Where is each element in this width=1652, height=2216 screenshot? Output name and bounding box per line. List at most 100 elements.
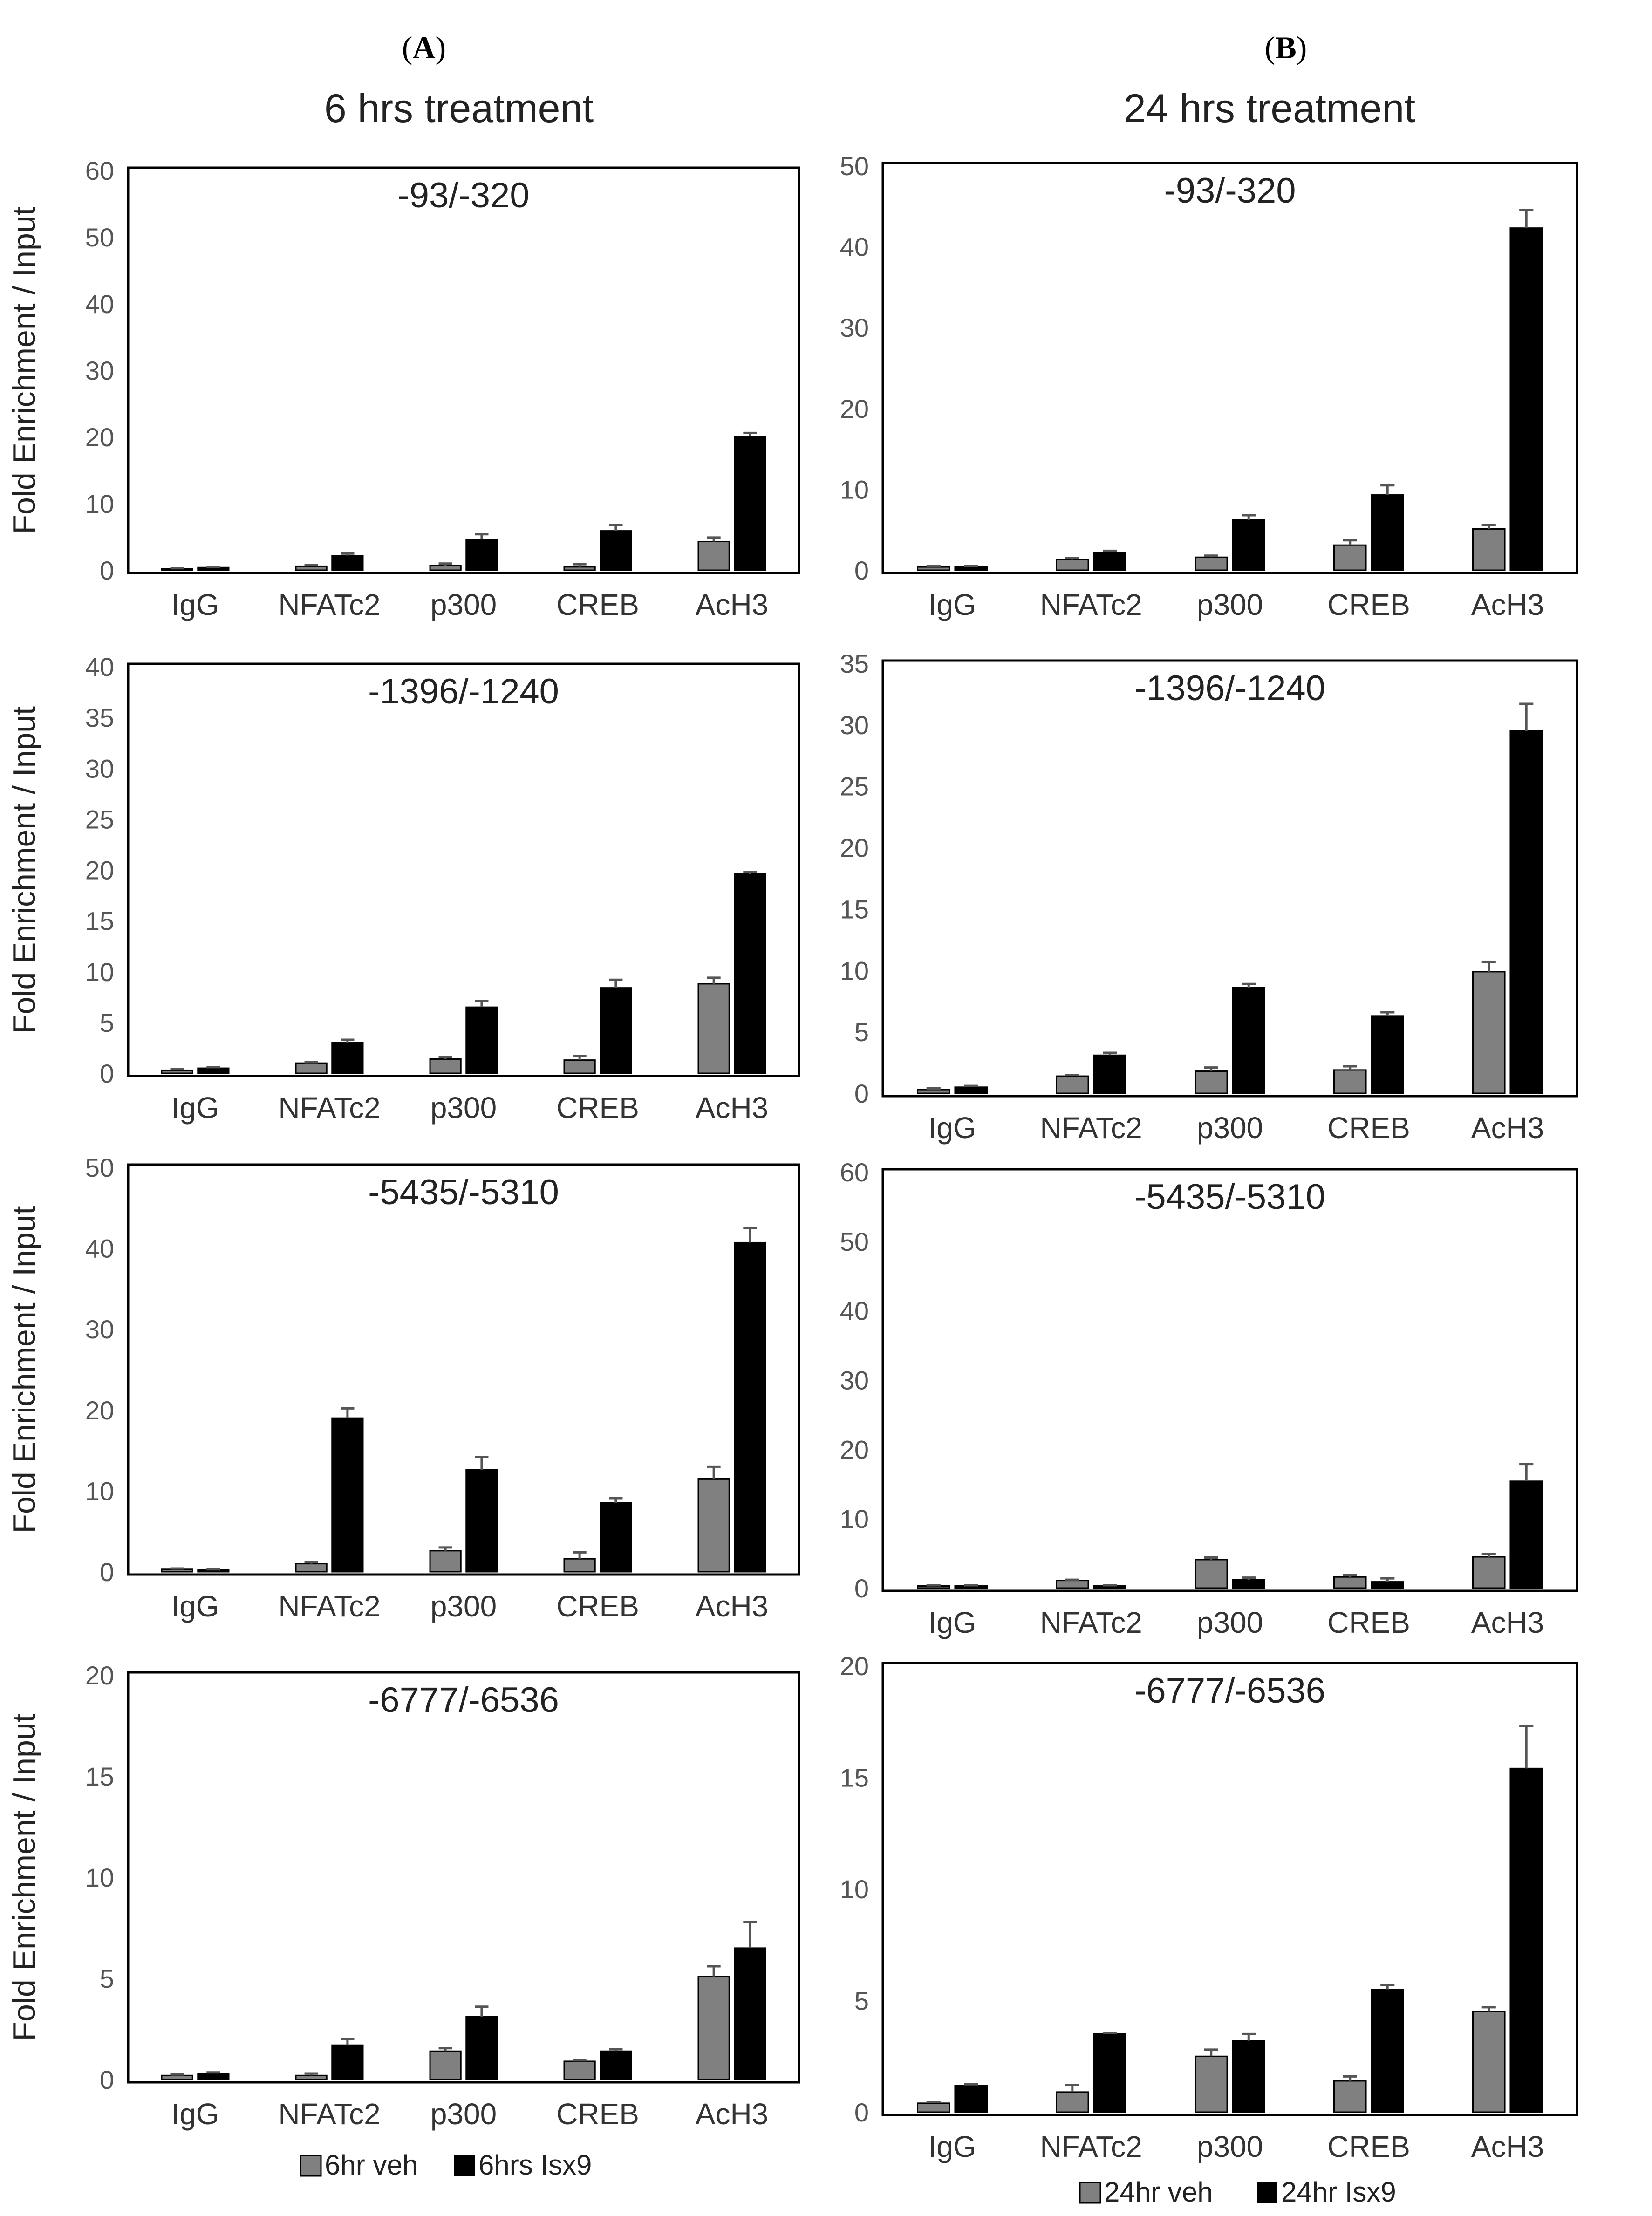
bar: [1333, 1069, 1367, 1094]
legend-swatch-isx9: [454, 2155, 475, 2176]
y-tick-label: 5: [100, 1008, 114, 1037]
legend-swatch-isx9: [1257, 2182, 1277, 2203]
y-tick-label: 0: [100, 556, 114, 585]
x-tick-label: IgG: [928, 2130, 976, 2163]
x-tick-label: CREB: [556, 1091, 639, 1125]
bar: [161, 1069, 193, 1074]
x-tick-label: p300: [430, 588, 497, 621]
y-tick-label: 15: [85, 907, 114, 936]
x-tick-label: IgG: [171, 2097, 219, 2131]
bar: [1371, 1015, 1404, 1094]
y-axis-label: Fold Enrichment / Input: [7, 706, 42, 1034]
x-tick-label: AcH3: [1471, 1111, 1544, 1145]
y-tick-label: 10: [840, 475, 869, 504]
bar: [1371, 1989, 1404, 2113]
bar: [1232, 1579, 1265, 1589]
chart-title: -6777/-6536: [1134, 1671, 1325, 1711]
bar: [197, 2073, 230, 2080]
chart-title: -6777/-6536: [368, 1680, 559, 1720]
bar: [1056, 1580, 1089, 1589]
bar: [1472, 528, 1506, 571]
bar: [1195, 556, 1228, 571]
bar: [429, 565, 462, 571]
y-tick-label: 10: [85, 1476, 114, 1506]
bar: [1371, 1581, 1404, 1589]
bar: [1509, 730, 1543, 1094]
y-tick-label: 0: [854, 556, 869, 585]
x-tick-label: CREB: [556, 2097, 639, 2131]
bar: [697, 1976, 730, 2080]
x-tick-label: CREB: [1327, 2130, 1410, 2163]
bar: [697, 1478, 730, 1573]
y-tick-label: 30: [85, 1315, 114, 1344]
bar: [1195, 2055, 1228, 2113]
y-tick-label: 25: [840, 772, 869, 801]
x-tick-label: p300: [430, 2097, 497, 2131]
bar-chart: -5435/-5310 0 10 20 30 40 50 Fold Enrichment / …: [7, 1153, 800, 1623]
bar: [1333, 1576, 1367, 1589]
x-tick-label: IgG: [928, 1111, 976, 1145]
column-title-6hrs: 6 hrs treatment: [324, 86, 594, 131]
x-tick-label: NFATc2: [1040, 588, 1142, 621]
x-tick-label: AcH3: [1471, 2130, 1544, 2163]
bar: [600, 2050, 632, 2080]
bar: [1333, 544, 1367, 571]
y-tick-label: 0: [854, 2098, 869, 2127]
y-tick-label: 15: [85, 1762, 114, 1791]
bar: [1195, 1559, 1228, 1589]
y-tick-label: 40: [840, 1296, 869, 1326]
plot-frame: [127, 1671, 800, 2084]
x-tick-label: AcH3: [696, 588, 769, 621]
bar: [465, 1006, 498, 1074]
y-tick-label: 20: [840, 1651, 869, 1681]
bar: [917, 2102, 950, 2113]
bar: [161, 2074, 193, 2080]
y-tick-label: 35: [85, 703, 114, 732]
y-tick-label: 50: [85, 223, 114, 252]
x-tick-label: IgG: [928, 1606, 976, 1639]
bar: [331, 2044, 364, 2080]
bar: [734, 1241, 766, 1573]
bar: [563, 1059, 596, 1074]
y-tick-label: 20: [840, 394, 869, 423]
bar: [465, 2016, 498, 2080]
bar: [563, 1558, 596, 1573]
bar: [1232, 987, 1265, 1094]
y-tick-label: 15: [840, 894, 869, 924]
y-tick-label: 35: [840, 649, 869, 678]
x-tick-label: AcH3: [696, 1589, 769, 1623]
bar: [697, 541, 730, 571]
y-tick-label: 0: [100, 2065, 114, 2094]
x-tick-label: NFATc2: [278, 588, 380, 621]
y-tick-label: 40: [85, 652, 114, 682]
x-tick-label: NFATc2: [278, 1091, 380, 1125]
x-tick-label: p300: [430, 1589, 497, 1623]
y-tick-label: 20: [840, 1435, 869, 1464]
plot-frame: [127, 1163, 800, 1576]
y-tick-label: 0: [100, 1557, 114, 1587]
x-tick-label: AcH3: [1471, 1606, 1544, 1639]
bar: [429, 2050, 462, 2080]
y-tick-label: 30: [85, 754, 114, 783]
bar: [600, 530, 632, 571]
bar: [1056, 559, 1089, 571]
bar: [734, 436, 766, 571]
bar: [1093, 2033, 1126, 2113]
x-tick-label: p300: [430, 1091, 497, 1125]
bar: [600, 1502, 632, 1573]
y-tick-label: 60: [85, 156, 114, 185]
bar: [1333, 2080, 1367, 2113]
y-tick-label: 0: [854, 1574, 869, 1603]
y-tick-label: 50: [840, 151, 869, 181]
bar: [331, 1042, 364, 1074]
bar: [1056, 2091, 1089, 2113]
x-tick-label: NFATc2: [1040, 1606, 1142, 1639]
bar: [161, 1568, 193, 1573]
bar: [331, 1417, 364, 1573]
x-tick-label: NFATc2: [278, 1589, 380, 1623]
bar-chart: -6777/-6536 0 5 10 15 20 IgG NFATc2 p300 CREB AcH3: [840, 1651, 1578, 2163]
y-tick-label: 10: [85, 1863, 114, 1892]
bar: [1195, 1070, 1228, 1094]
y-axis-label: Fold Enrichment / Input: [7, 1206, 42, 1533]
y-tick-label: 20: [85, 856, 114, 885]
